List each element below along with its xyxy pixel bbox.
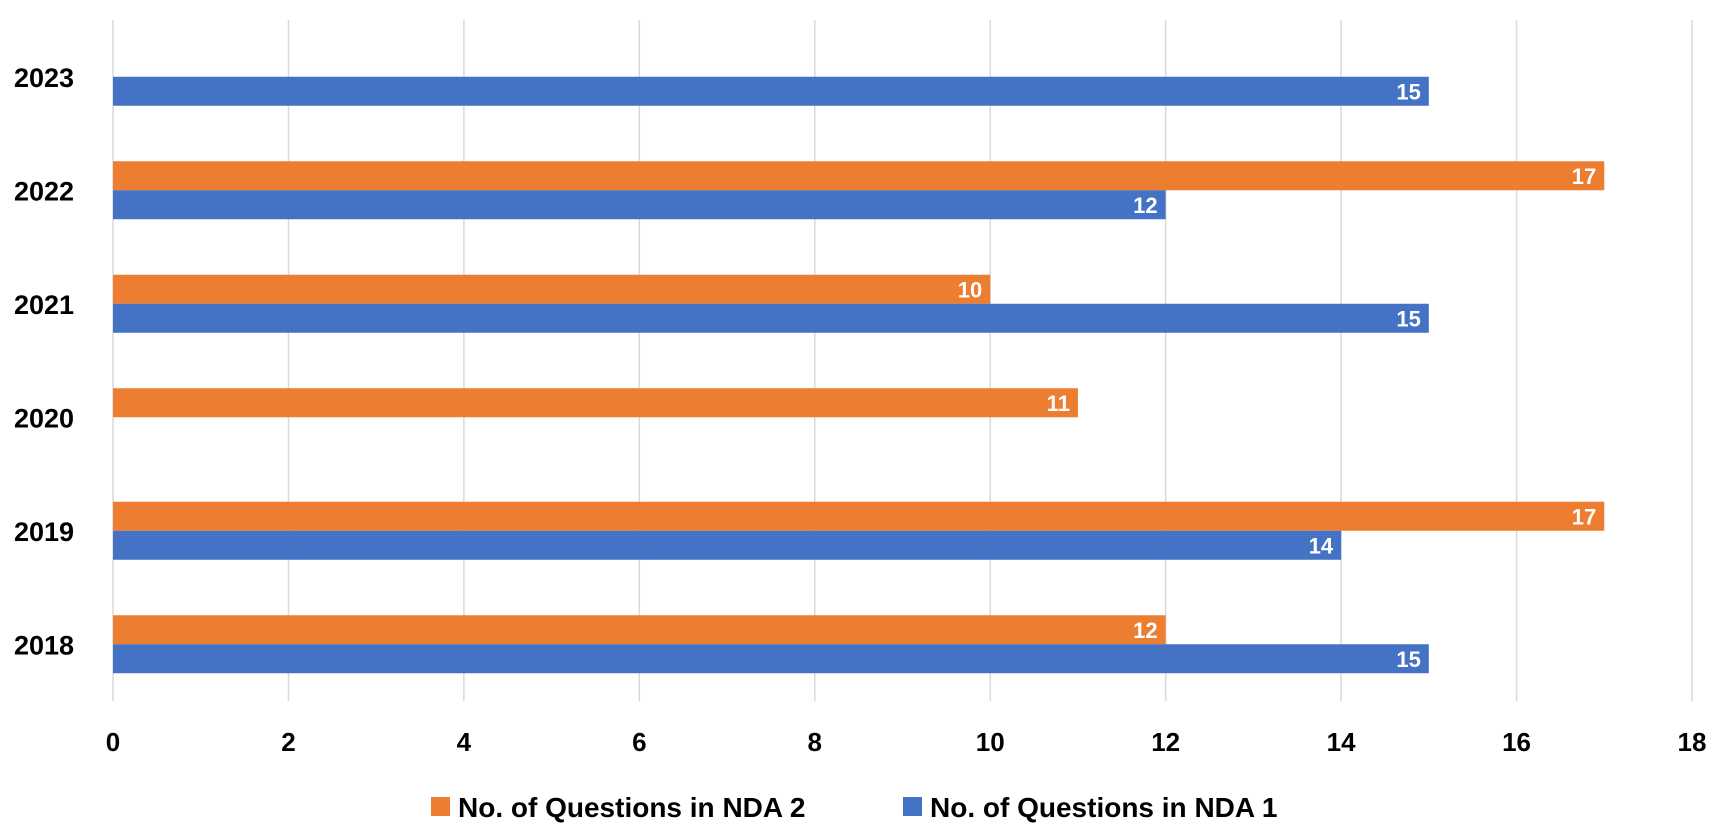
- legend: No. of Questions in NDA 2 No. of Questio…: [431, 792, 1277, 823]
- gridlines: [112, 20, 1693, 701]
- data-label: 12: [1133, 618, 1157, 643]
- y-tick-label: 2022: [14, 176, 74, 206]
- x-tick-label: 2: [281, 727, 295, 757]
- y-tick-label: 2023: [14, 63, 74, 93]
- data-label: 11: [1047, 391, 1070, 416]
- data-label: 15: [1396, 647, 1420, 672]
- legend-label-nda2: No. of Questions in NDA 2: [458, 792, 805, 823]
- x-tick-label: 16: [1502, 727, 1531, 757]
- y-tick-label: 2021: [14, 290, 74, 320]
- x-tick-label: 0: [106, 727, 120, 757]
- x-tick-label: 8: [808, 727, 822, 757]
- x-axis-ticks: 0 2 4 6 8 10 12 14 16 18: [106, 727, 1707, 757]
- data-label: 12: [1133, 193, 1157, 218]
- y-tick-label: 2019: [14, 517, 74, 547]
- bar-nda1-2021: [113, 303, 1429, 333]
- legend-label-nda1: No. of Questions in NDA 1: [930, 792, 1277, 823]
- bar-nda2-2020: [113, 388, 1078, 418]
- x-tick-label: 18: [1678, 727, 1707, 757]
- x-tick-label: 14: [1327, 727, 1356, 757]
- x-tick-label: 10: [976, 727, 1005, 757]
- bar-nda1-2019: [113, 530, 1342, 560]
- data-label: 15: [1396, 306, 1420, 331]
- bar-nda2-2022: [113, 161, 1605, 191]
- bar-nda1-2022: [113, 190, 1166, 220]
- bar-nda1-2018: [113, 644, 1429, 674]
- legend-swatch-nda1: [903, 797, 922, 816]
- data-label: 17: [1572, 164, 1596, 189]
- x-tick-label: 4: [457, 727, 472, 757]
- legend-swatch-nda2: [431, 797, 450, 816]
- bar-nda2-2021: [113, 274, 991, 304]
- x-tick-label: 6: [632, 727, 646, 757]
- y-axis-ticks: 2018 2019 2020 2021 2022 2023: [14, 63, 74, 661]
- data-label: 10: [958, 277, 982, 302]
- data-label: 14: [1309, 533, 1334, 558]
- bars: [113, 76, 1605, 674]
- bar-nda2-2019: [113, 501, 1605, 531]
- x-tick-label: 12: [1151, 727, 1180, 757]
- data-label: 15: [1396, 79, 1420, 104]
- data-labels: 12 15 17 14 11 10 15 17 12 15: [958, 79, 1597, 672]
- y-tick-label: 2020: [14, 403, 74, 433]
- bar-nda1-2023: [113, 76, 1429, 106]
- y-tick-label: 2018: [14, 630, 74, 660]
- bar-nda2-2018: [113, 615, 1166, 645]
- data-label: 17: [1572, 504, 1596, 529]
